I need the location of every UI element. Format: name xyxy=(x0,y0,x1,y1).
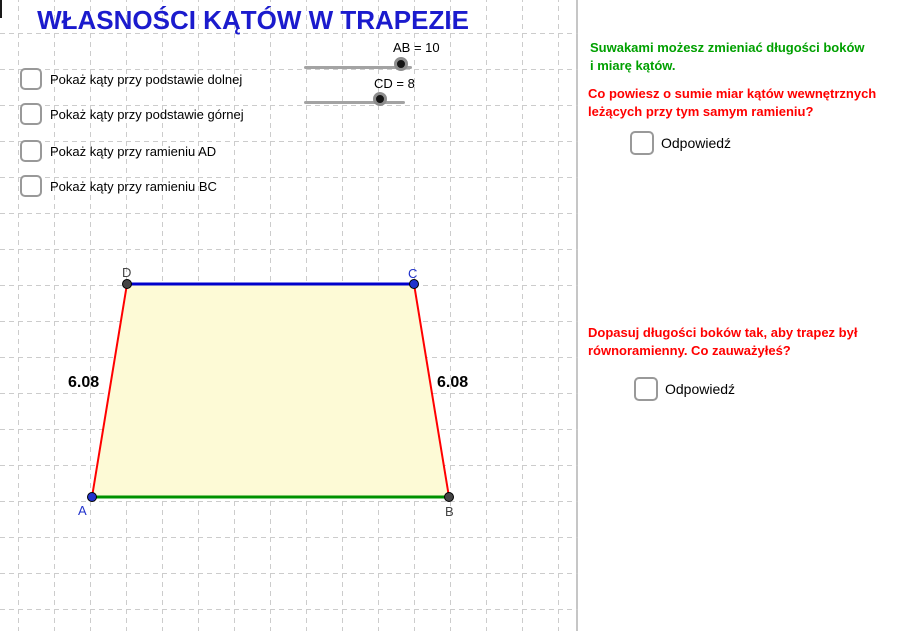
checkbox-base-lower[interactable] xyxy=(20,68,42,90)
checkbox-row-leg-ad: Pokaż kąty przy ramieniu AD xyxy=(20,138,216,164)
vertex-a-point[interactable] xyxy=(87,492,97,502)
checkbox-leg-ad-label: Pokaż kąty przy ramieniu AD xyxy=(50,143,217,159)
question1-line2: leżących przy tym samym ramieniu? xyxy=(588,104,814,119)
answer2-label: Odpowiedź xyxy=(665,381,736,397)
checkbox-leg-ad[interactable] xyxy=(20,140,42,162)
checkbox-leg-bc-label: Pokaż kąty przy ramieniu BC xyxy=(50,178,217,194)
slider-cd-value-label: CD = 8 xyxy=(374,76,415,91)
slider-cd-handle[interactable] xyxy=(373,92,387,106)
question1-line1: Co powiesz o sumie miar kątów wewnętrzny… xyxy=(588,86,877,101)
checkbox-row-leg-bc: Pokaż kąty przy ramieniu BC xyxy=(20,173,217,199)
hint-text-line1: Suwakami możesz zmieniać długości boków xyxy=(590,40,865,55)
checkbox-leg-bc[interactable] xyxy=(20,175,42,197)
answer1-row: Odpowiedź xyxy=(630,129,731,157)
answer1-label: Odpowiedź xyxy=(661,135,732,151)
side-bc-length-label: 6.08 xyxy=(437,374,468,391)
side-ad[interactable] xyxy=(91,283,128,498)
checkbox-base-lower-label: Pokaż kąty przy podstawie dolnej xyxy=(50,71,243,87)
geometry-canvas: A B C D 6.08 6.08 xyxy=(0,0,578,631)
instructions-panel: Suwakami możesz zmieniać długości boków … xyxy=(580,0,920,631)
slider-ab-value-label: AB = 10 xyxy=(393,40,440,55)
page-title: WŁASNOŚCI KĄTÓW W TRAPEZIE xyxy=(37,5,469,35)
answer1-checkbox[interactable] xyxy=(630,131,654,155)
hint-text-line2: i miarę kątów. xyxy=(590,58,676,73)
vertex-d-point[interactable] xyxy=(122,279,132,289)
checkbox-row-base-lower: Pokaż kąty przy podstawie dolnej xyxy=(20,66,242,92)
answer2-checkbox[interactable] xyxy=(634,377,658,401)
side-bc[interactable] xyxy=(413,283,450,498)
slider-ab-handle[interactable] xyxy=(394,57,408,71)
checkbox-base-upper[interactable] xyxy=(20,103,42,125)
slider-ab-track[interactable] xyxy=(304,66,412,69)
vertex-c-point[interactable] xyxy=(409,279,419,289)
question2-line1: Dopasuj długości boków tak, aby trapez b… xyxy=(588,325,858,340)
vertex-c-label: C xyxy=(408,266,417,281)
vertex-b-point[interactable] xyxy=(444,492,454,502)
vertex-a-label: A xyxy=(78,503,87,518)
slider-cd-track[interactable] xyxy=(304,101,405,104)
checkbox-row-base-upper: Pokaż kąty przy podstawie górnej xyxy=(20,101,244,127)
vertex-b-label: B xyxy=(445,504,454,519)
answer2-row: Odpowiedź xyxy=(634,375,735,403)
side-ad-length-label: 6.08 xyxy=(68,374,99,391)
question2-line2: równoramienny. Co zauważyłeś? xyxy=(588,343,791,358)
graphics-view: A B C D 6.08 6.08 WŁASNOŚCI KĄTÓW W TRAP… xyxy=(0,0,578,631)
corner-mark xyxy=(0,0,2,18)
vertex-d-label: D xyxy=(122,265,131,280)
trapezoid-shape[interactable] xyxy=(92,284,449,497)
checkbox-base-upper-label: Pokaż kąty przy podstawie górnej xyxy=(50,106,244,122)
